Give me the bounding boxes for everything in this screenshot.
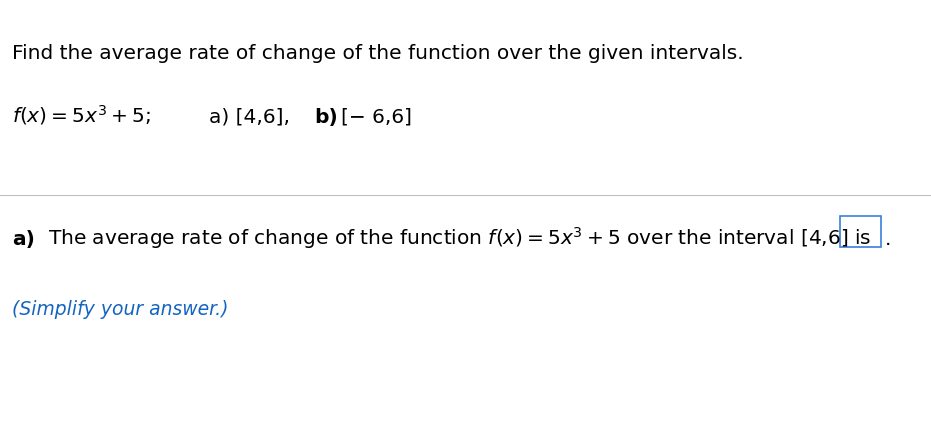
Text: (Simplify your answer.): (Simplify your answer.) [12, 300, 229, 319]
Text: .: . [884, 230, 891, 249]
Text: [− 6,6]: [− 6,6] [341, 108, 412, 127]
Text: b): b) [315, 108, 339, 127]
Text: a) [4,6],: a) [4,6], [209, 108, 290, 127]
Text: Find the average rate of change of the function over the given intervals.: Find the average rate of change of the f… [12, 44, 744, 63]
FancyBboxPatch shape [840, 216, 881, 247]
Text: The average rate of change of the function $f(x) = 5x^3 + 5$ over the interval [: The average rate of change of the functi… [48, 226, 871, 251]
Text: $f(x) = 5x^3 + 5;$: $f(x) = 5x^3 + 5;$ [12, 103, 151, 127]
Text: a): a) [12, 230, 35, 249]
